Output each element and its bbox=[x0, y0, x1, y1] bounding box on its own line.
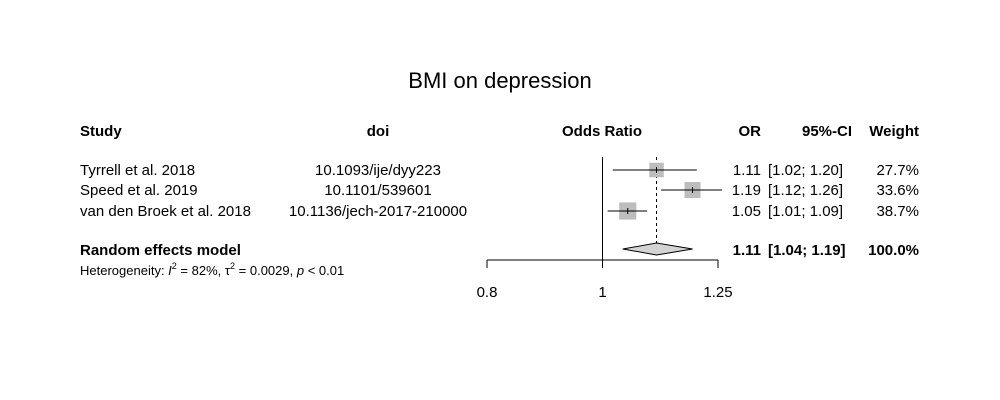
study-ci: [1.02; 1.20] bbox=[768, 162, 843, 179]
study-weight: 33.6% bbox=[876, 182, 919, 199]
x-tick-label: 1 bbox=[598, 284, 606, 301]
col-header-doi: doi bbox=[367, 123, 390, 140]
pooled-diamond bbox=[622, 242, 693, 256]
study-name: van den Broek et al. 2018 bbox=[80, 203, 251, 220]
study-name: Tyrrell et al. 2018 bbox=[80, 162, 195, 179]
study-name: Speed et al. 2019 bbox=[80, 182, 198, 199]
col-header-study: Study bbox=[80, 123, 122, 140]
study-or: 1.11 bbox=[733, 162, 761, 179]
study-or: 1.05 bbox=[732, 203, 761, 220]
plot-marks: 0.8 1 1.25 bbox=[477, 157, 733, 301]
study-weight: 38.7% bbox=[876, 203, 919, 220]
pooled-label: Random effects model bbox=[80, 242, 241, 259]
study-ci: [1.12; 1.26] bbox=[768, 182, 843, 199]
col-header-or: OR bbox=[739, 123, 762, 140]
heterogeneity-text: Heterogeneity: I2 = 82%, τ2 = 0.0029, p … bbox=[80, 261, 344, 278]
pooled-weight: 100.0% bbox=[868, 242, 919, 259]
study-doi: 10.1136/jech-2017-210000 bbox=[289, 203, 467, 220]
x-tick-label: 0.8 bbox=[477, 284, 498, 301]
study-or: 1.19 bbox=[732, 182, 761, 199]
study-doi: 10.1101/539601 bbox=[324, 182, 431, 199]
chart-title: BMI on depression bbox=[408, 68, 591, 93]
study-rows: Tyrrell et al. 2018 10.1093/ije/dyy223 1.1… bbox=[80, 162, 919, 220]
pooled-or: 1.11 bbox=[733, 242, 761, 259]
col-header-weight: Weight bbox=[869, 123, 919, 140]
col-header-odds-ratio: Odds Ratio bbox=[562, 123, 642, 140]
study-ci: [1.01; 1.09] bbox=[768, 203, 843, 220]
col-header-ci: 95%-CI bbox=[802, 123, 852, 140]
study-weight: 27.7% bbox=[876, 162, 919, 179]
study-doi: 10.1093/ije/dyy223 bbox=[315, 162, 441, 179]
pooled-ci: [1.04; 1.19] bbox=[768, 242, 846, 259]
x-tick-label: 1.25 bbox=[703, 284, 732, 301]
